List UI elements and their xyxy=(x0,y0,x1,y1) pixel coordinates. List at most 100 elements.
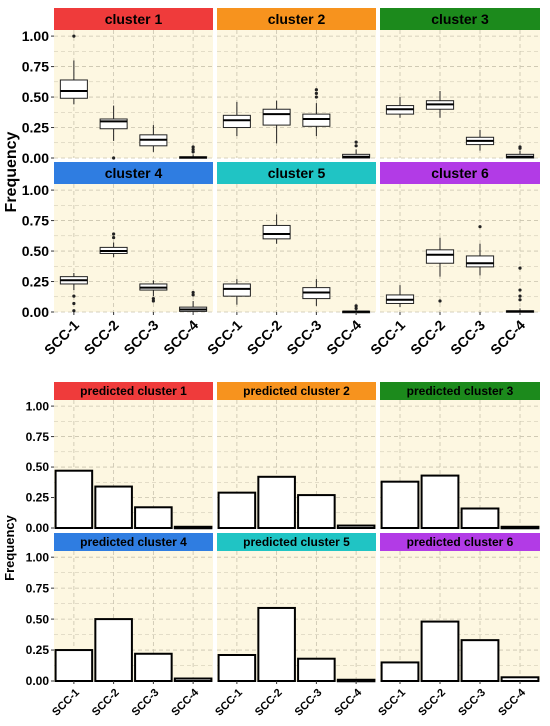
y-tick-label: 0.25 xyxy=(26,491,50,505)
x-tick-label: SCC-4 xyxy=(323,317,364,358)
box-outlier-point xyxy=(518,266,522,270)
x-tick-label: SCC-3 xyxy=(283,317,324,358)
x-tick-label: SCC-1 xyxy=(50,687,82,719)
facet-strip xyxy=(217,382,376,400)
y-tick-label: 0.00 xyxy=(26,674,50,688)
box-outlier-point xyxy=(518,298,522,302)
box-outlier-point xyxy=(151,296,155,301)
box-outlier-point xyxy=(191,293,195,297)
y-axis-title-bottom: Frequency xyxy=(2,514,17,581)
box-outlier-point xyxy=(518,294,522,298)
box-iqr xyxy=(425,249,455,264)
facet-title: cluster 4 xyxy=(105,165,163,181)
box-iqr xyxy=(99,118,128,130)
x-tick-label: SCC-3 xyxy=(120,317,161,358)
bar xyxy=(380,480,420,529)
bar xyxy=(460,639,500,683)
y-tick-label: 0.25 xyxy=(26,643,50,657)
facet-title: cluster 1 xyxy=(105,11,163,27)
bar xyxy=(94,618,133,682)
bar xyxy=(217,491,257,529)
bar xyxy=(173,677,213,682)
bar xyxy=(297,657,336,683)
x-tick-label: SCC-3 xyxy=(447,317,488,358)
x-tick-label: SCC-4 xyxy=(496,686,528,718)
x-tick-label: SCC-3 xyxy=(130,687,162,719)
bar xyxy=(500,676,540,682)
bar xyxy=(420,620,460,682)
bar xyxy=(380,661,420,683)
box-outlier-point xyxy=(112,156,116,160)
facet-title: predicted cluster 6 xyxy=(407,535,514,549)
y-tick-label: 0.75 xyxy=(26,430,50,444)
y-tick-label: 0.50 xyxy=(26,612,50,626)
y-tick-label: 0.75 xyxy=(22,212,49,228)
facet-title: cluster 3 xyxy=(431,11,489,27)
box-outlier-point xyxy=(354,306,358,310)
x-tick-label: SCC-4 xyxy=(169,686,201,718)
bar xyxy=(94,485,133,529)
x-tick-label: SCC-2 xyxy=(81,317,122,358)
facet-title: predicted cluster 4 xyxy=(80,535,187,549)
box-outlier-point xyxy=(478,225,482,229)
bar xyxy=(217,654,257,682)
x-tick-label: SCC-1 xyxy=(204,317,245,358)
bar-chart: predicted cluster 1 0.00 0.25 0.50 0.75 1.00 p… xyxy=(26,382,540,718)
y-tick-label: 0.75 xyxy=(22,58,49,74)
y-tick-label: 0.00 xyxy=(22,150,49,166)
bar xyxy=(420,474,460,530)
facet-title: predicted cluster 3 xyxy=(407,384,514,398)
x-tick-label: SCC-2 xyxy=(244,317,285,358)
y-tick-label: 0.25 xyxy=(22,273,49,289)
facet-strip xyxy=(54,162,213,184)
box-outlier-point xyxy=(354,140,358,144)
y-tick-label: 0.50 xyxy=(26,460,50,474)
panel-background xyxy=(380,184,540,312)
x-tick-label: SCC-3 xyxy=(293,687,325,719)
facet-strip xyxy=(380,162,540,184)
box-outlier-point xyxy=(191,150,195,154)
facet-strip xyxy=(380,533,540,551)
bar xyxy=(336,524,376,529)
y-tick-label: 0.00 xyxy=(22,304,49,320)
box-outlier-point xyxy=(191,290,195,295)
box-iqr xyxy=(465,255,495,268)
y-tick-label: 0.50 xyxy=(22,243,49,259)
facet-title: predicted cluster 5 xyxy=(243,535,350,549)
y-tick-label: 1.00 xyxy=(26,550,50,564)
panel-background xyxy=(54,184,213,312)
x-tick-label: SCC-1 xyxy=(41,317,82,358)
facet-strip xyxy=(217,533,376,551)
facet-strip xyxy=(380,382,540,400)
bar xyxy=(460,507,500,530)
box-outlier-point xyxy=(112,236,116,240)
bar xyxy=(257,475,296,529)
bar xyxy=(297,494,336,530)
facet-strip xyxy=(380,8,540,30)
box-outlier-point xyxy=(72,294,76,298)
y-tick-label: 0.00 xyxy=(26,521,50,535)
y-tick-label: 1.00 xyxy=(22,182,49,198)
x-tick-label: SCC-4 xyxy=(487,317,528,358)
bar xyxy=(257,606,296,683)
panel-background xyxy=(380,30,540,158)
box-outlier-point xyxy=(438,299,442,303)
box-outlier-point xyxy=(72,301,76,306)
box-outlier-point xyxy=(72,309,76,313)
x-tick-label: SCC-4 xyxy=(332,686,364,718)
box-outlier-point xyxy=(354,304,358,308)
x-tick-label: SCC-1 xyxy=(376,687,408,719)
y-axis-title-top: Frequency xyxy=(3,131,20,212)
box-outlier-point xyxy=(72,34,76,38)
box-outlier-point xyxy=(191,145,195,149)
facet-strip xyxy=(54,533,213,551)
facet-title: cluster 5 xyxy=(268,165,326,181)
facet-title: cluster 6 xyxy=(431,165,489,181)
facet-title: cluster 2 xyxy=(268,11,326,27)
box-outlier-point xyxy=(314,91,318,95)
bar xyxy=(134,506,173,529)
box-outlier-point xyxy=(314,95,318,99)
y-tick-label: 1.00 xyxy=(22,28,49,44)
box-iqr xyxy=(222,283,251,297)
